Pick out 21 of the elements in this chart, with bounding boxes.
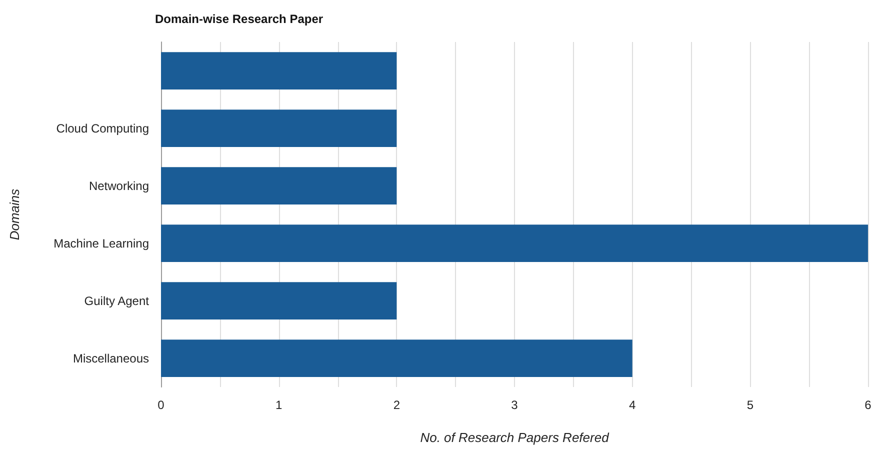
x-tick-label: 4 [628, 398, 636, 412]
x-tick-label: 3 [511, 398, 518, 412]
bar [161, 52, 397, 90]
bar [161, 110, 397, 147]
chart-title: Domain-wise Research Paper [155, 12, 324, 26]
x-tick-label: 6 [864, 398, 872, 412]
y-tick-label: Miscellaneous [72, 351, 149, 366]
y-tick-label: Networking [88, 178, 149, 193]
x-tick-label: 5 [746, 398, 754, 412]
y-axis-title: Domains [7, 188, 22, 240]
x-tick-label: 2 [393, 398, 400, 412]
bar [161, 224, 868, 262]
x-tick-label: 0 [158, 398, 165, 412]
y-tick-label: Guilty Agent [84, 294, 150, 308]
y-tick-label: Cloud Computing [56, 121, 149, 136]
bar [161, 340, 632, 377]
bar [161, 282, 397, 320]
y-tick-label: Machine Learning [54, 236, 149, 250]
x-tick-label: 1 [275, 398, 282, 412]
x-axis-title: No. of Research Papers Refered [420, 430, 610, 445]
bar [161, 167, 397, 204]
